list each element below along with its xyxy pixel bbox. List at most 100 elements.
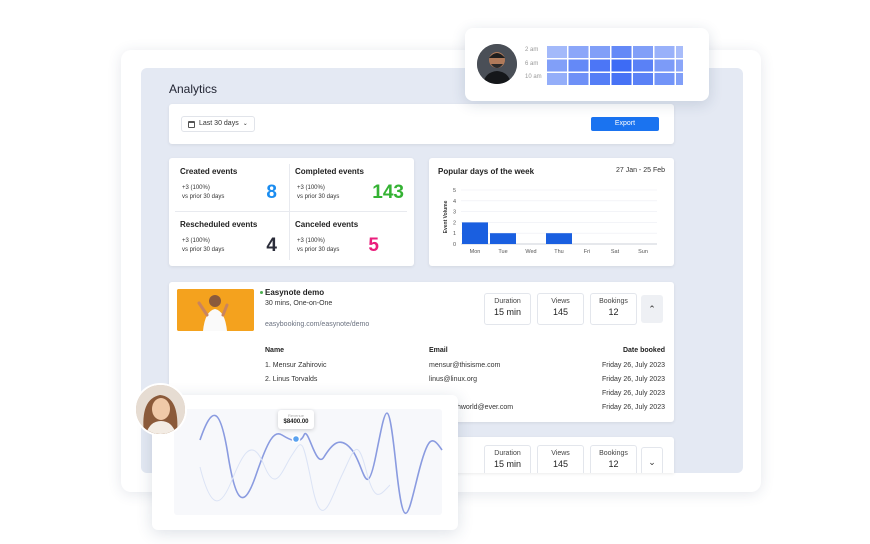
collapse-button[interactable]: ⌃ [641,295,663,323]
table-cell-email: mensur@thisisme.com [429,362,501,369]
metric-value: 12 [608,459,619,469]
heatmap-cell [611,59,632,72]
tooltip-label: Revenue [287,413,304,418]
table-cell-name: 1. Mensur Zahirovic [265,362,327,369]
heatmap-cell [633,46,653,58]
heatmap-cell [611,46,632,58]
table-cell-date: Friday 26, July 2023 [601,362,665,369]
table-cell-name: 2. Linus Torvalds [265,376,318,383]
divider [289,164,290,260]
heatmap-cell [654,59,675,72]
event-thumbnail [177,289,254,331]
heatmap-row-label: 6 am [525,61,539,67]
stat-value: 5 [368,235,379,256]
stat-change: +3 (100%) [297,185,325,191]
event-title[interactable]: Easynote demo [265,288,325,297]
heatmap-row-label: 10 am [525,74,542,80]
stat-change: +3 (100%) [297,238,325,244]
x-tick-label: Wed [525,249,536,255]
heatmap-cell [568,73,589,85]
heatmap-grid [547,46,683,85]
secondary-series-line [199,444,391,511]
heatmap-cell [590,73,610,85]
stat-created-events: Created events +3 (100%) vs prior 30 day… [169,158,289,212]
y-axis-label: Event Volume [443,200,449,233]
heatmap-cell [568,59,589,72]
bar-thu [546,233,572,244]
heatmap-cell [590,59,610,72]
table-cell-email: linus@linux.org [429,376,477,383]
date-range-select[interactable]: Last 30 days ⌄ [181,116,255,132]
x-tick-label: Mon [470,249,481,255]
stat-canceled-events: Canceled events +3 (100%) vs prior 30 da… [284,211,404,265]
divider [175,211,407,212]
metric-label: Duration [494,450,521,457]
metric-label: Bookings [599,450,628,457]
tooltip-value: $8400.00 [283,419,309,425]
heatmap-cell [547,46,567,58]
stat-completed-events: Completed events +3 (100%) vs prior 30 d… [284,158,404,212]
heatmap-cell [654,73,675,85]
table-cell-date: Friday 26, July 2023 [601,390,665,397]
event-subtitle: 30 mins, One-on-One [265,300,333,307]
avatar [477,44,517,84]
revenue-chart-card: Revenue $8400.00 [152,395,458,530]
heatmap-cell [547,73,567,85]
y-tick-label: 3 [453,210,456,216]
chart-date-range: 27 Jan - 25 Feb [615,167,665,174]
chart-title: Popular days of the week [438,167,535,176]
bar-tue [490,233,516,244]
y-tick-label: 2 [453,220,456,226]
table-header-date: Date booked [622,347,665,354]
stat-rescheduled-events: Rescheduled events +3 (100%) vs prior 30… [169,211,289,265]
table-cell-email: thworld@ever.com [455,404,514,411]
person-photo [136,385,185,434]
chart-point-marker[interactable] [291,434,301,444]
date-range-label: Last 30 days [199,120,239,127]
popular-days-card: Popular days of the week 27 Jan - 25 Feb… [429,158,674,266]
expand-button[interactable]: ⌄ [641,447,663,473]
heatmap-cell [547,59,567,72]
status-dot [260,291,263,294]
heatmap-cell [611,73,632,85]
stat-compare: vs prior 30 days [182,194,225,200]
stat-value: 143 [372,182,404,203]
y-tick-label: 5 [453,188,456,194]
heatmap-card: 2 am 6 am 10 am [465,28,709,101]
metric-bookings: Bookings 12 [590,445,637,473]
stat-compare: vs prior 30 days [182,247,225,253]
metric-label: Views [551,298,570,305]
table-cell-date: Friday 26, July 2023 [601,376,665,383]
toolbar: Last 30 days ⌄ Export [169,104,674,144]
event-card: Easynote demo 30 mins, One-on-One easybo… [169,282,674,422]
metric-value: 145 [552,459,569,469]
y-tick-label: 4 [453,199,456,205]
heatmap-row-label: 2 am [525,47,539,53]
bar-chart: 0 1 2 3 4 5 Event Volume Mon Tue Wed Thu Fri Sat Sun [443,188,657,255]
x-tick-label: Fri [584,249,590,255]
revenue-series-line [199,412,443,514]
event-url[interactable]: easybooking.com/easynote/demo [265,321,370,328]
person-photo [477,44,517,84]
stat-compare: vs prior 30 days [297,247,340,253]
metric-label: Views [551,450,570,457]
stat-label: Rescheduled events [180,220,258,229]
heatmap-cell [654,46,675,58]
x-tick-label: Tue [498,249,507,255]
table-header-email: Email [429,347,448,354]
export-button[interactable]: Export [591,117,659,131]
x-tick-label: Thu [554,249,563,255]
chart-tooltip: Revenue $8400.00 [278,410,314,429]
stat-value: 4 [266,235,277,256]
stats-card: Created events +3 (100%) vs prior 30 day… [169,158,414,266]
page-title: Analytics [169,82,218,96]
metric-label: Bookings [599,298,628,305]
stat-change: +3 (100%) [182,238,210,244]
metric-label: Duration [494,298,521,305]
table-header-name: Name [265,347,285,354]
metric-value: 145 [552,307,569,317]
stat-label: Canceled events [295,220,359,229]
heatmap-cell [676,59,683,72]
avatar [134,383,187,436]
metric-value: 15 min [493,459,521,469]
